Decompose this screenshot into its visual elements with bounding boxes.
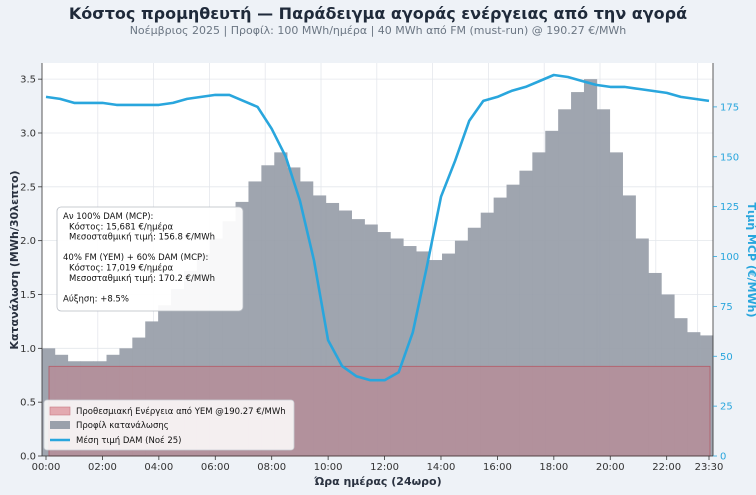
y-tick-label: 1.5 <box>20 290 36 301</box>
consumption-bar <box>506 184 520 456</box>
consumption-bar <box>338 210 352 456</box>
annotation-text: Αν 100% DAM (MCP):Κόστος: 15,681 €/ημέρα… <box>63 212 215 304</box>
y-right-tick-label: 100 <box>720 252 739 263</box>
consumption-bar <box>519 170 533 456</box>
chart-title: Κόστος προμηθευτή — Παράδειγμα αγοράς εν… <box>68 4 688 23</box>
price-line <box>45 73 710 382</box>
x-axis-label: Ώρα ημέρας (24ωρο) <box>313 475 441 488</box>
annotation-line: Κόστος: 15,681 €/ημέρα <box>69 221 174 232</box>
consumption-bar <box>635 238 649 456</box>
consumption-bar <box>390 238 404 456</box>
y-tick-label: 0.0 <box>20 452 36 463</box>
consumption-bar <box>312 195 327 457</box>
consumption-bar <box>583 79 598 456</box>
legend-swatch-fm <box>49 406 71 416</box>
annotation-line: Αύξηση: +8.5% <box>63 293 129 304</box>
consumption-bar <box>429 260 443 456</box>
annotation-frame <box>56 206 244 312</box>
x-tick-label: 18:00 <box>539 462 568 473</box>
x-tick-label: 10:00 <box>314 462 343 473</box>
x-tick-label: 00:00 <box>32 462 61 473</box>
x-tick-label: 08:00 <box>257 462 286 473</box>
axes <box>41 63 714 457</box>
consumption-bar <box>493 197 507 456</box>
legend-frame <box>43 399 295 451</box>
x-tick-label: 12:00 <box>370 462 399 473</box>
y-right-tick-labels: 0 25 50 75 100 125 150 175 <box>713 102 739 463</box>
annotation-line: Αν 100% DAM (MCP): <box>63 212 153 222</box>
x-tick-label: 02:00 <box>88 462 117 473</box>
price-line-layer <box>45 73 710 382</box>
y-right-tick-label: 125 <box>720 202 739 213</box>
consumption-bar <box>325 202 340 456</box>
consumption-bar <box>377 232 391 456</box>
x-tick-label: 16:00 <box>483 462 512 473</box>
annotation-box: Αν 100% DAM (MCP):Κόστος: 15,681 €/ημέρα… <box>56 206 244 312</box>
consumption-bar <box>687 332 701 456</box>
legend-swatch-consumption <box>50 421 70 429</box>
consumption-bar <box>545 130 559 456</box>
x-tick-label: 04:00 <box>144 462 173 473</box>
x-tick-label: 14:00 <box>427 462 456 473</box>
y-tick-label: 1.0 <box>20 344 36 355</box>
annotation-line: Μεσοσταθμική τιμή: 170.2 €/MWh <box>69 274 215 284</box>
legend: Προθεσμιακή Ενέργεια από ΥΕΜ @190.27 €/M… <box>43 399 295 451</box>
consumption-bar <box>571 92 585 457</box>
y-right-tick-label: 75 <box>720 302 733 313</box>
consumption-bar <box>558 109 572 456</box>
y-tick-label: 2.0 <box>20 236 36 247</box>
consumption-bar <box>274 152 288 456</box>
y-tick-label: 3.0 <box>20 128 36 139</box>
legend-label-price: Μέση τιμή DAM (Νοέ 25) <box>76 435 181 446</box>
x-tick-label: 22:00 <box>652 462 681 473</box>
consumption-bar <box>609 152 623 456</box>
legend-label-consumption: Προφίλ κατανάλωσης <box>76 421 169 431</box>
x-tick-label: 06:00 <box>201 462 230 473</box>
y-right-axis-label: Τιμή MCP (€/MWh) <box>745 202 756 317</box>
consumption-bar <box>596 109 611 456</box>
legend-label-fm: Προθεσμιακή Ενέργεια από ΥΕΜ @190.27 €/M… <box>76 406 286 417</box>
x-tick-label: 20:00 <box>596 462 625 473</box>
consumption-bar <box>532 152 546 456</box>
x-tick-labels: 00:00 02:00 04:00 06:00 08:00 10:00 12:00 14:00… <box>32 456 724 473</box>
chart-subtitle: Νοέμβριος 2025 | Προφίλ: 100 MWh/ημέρα |… <box>129 24 627 37</box>
y-axis-label: Κατανάλωση (MWh/30λεπτο) <box>8 170 21 349</box>
y-right-tick-label: 150 <box>720 152 739 163</box>
y-tick-label: 0.5 <box>20 398 36 409</box>
consumption-bar <box>287 167 301 456</box>
consumption-bar <box>442 253 456 456</box>
y-right-tick-label: 175 <box>720 102 739 113</box>
consumption-bar <box>261 165 275 457</box>
consumption-bar <box>351 219 365 456</box>
annotation-line: 40% FM (ΥΕΜ) + 60% DAM (MCP): <box>63 253 208 263</box>
consumption-bar <box>467 227 482 456</box>
y-right-tick-label: 0 <box>720 452 726 463</box>
consumption-bar <box>248 181 262 456</box>
consumption-bar <box>661 294 675 456</box>
y-right-tick-label: 50 <box>720 352 733 363</box>
y-tick-labels: 0.0 0.5 1.0 1.5 2.0 2.5 3.0 3.5 <box>20 75 42 463</box>
y-tick-label: 2.5 <box>20 182 36 193</box>
consumption-bar <box>674 318 688 456</box>
consumption-bar <box>454 240 469 456</box>
consumption-bar <box>622 195 636 457</box>
annotation-line: Κόστος: 17,019 €/ημέρα <box>69 263 174 274</box>
y-tick-label: 3.5 <box>20 75 36 86</box>
consumption-bar <box>403 246 417 456</box>
x-tick-label: 23:30 <box>695 462 724 473</box>
consumption-bar <box>300 181 314 456</box>
annotation-line: Μεσοσταθμική τιμή: 156.8 €/MWh <box>69 233 215 243</box>
consumption-bar <box>364 224 378 456</box>
consumption-bar <box>480 212 494 456</box>
consumption-bar <box>648 272 662 456</box>
y-right-tick-label: 25 <box>720 402 733 413</box>
